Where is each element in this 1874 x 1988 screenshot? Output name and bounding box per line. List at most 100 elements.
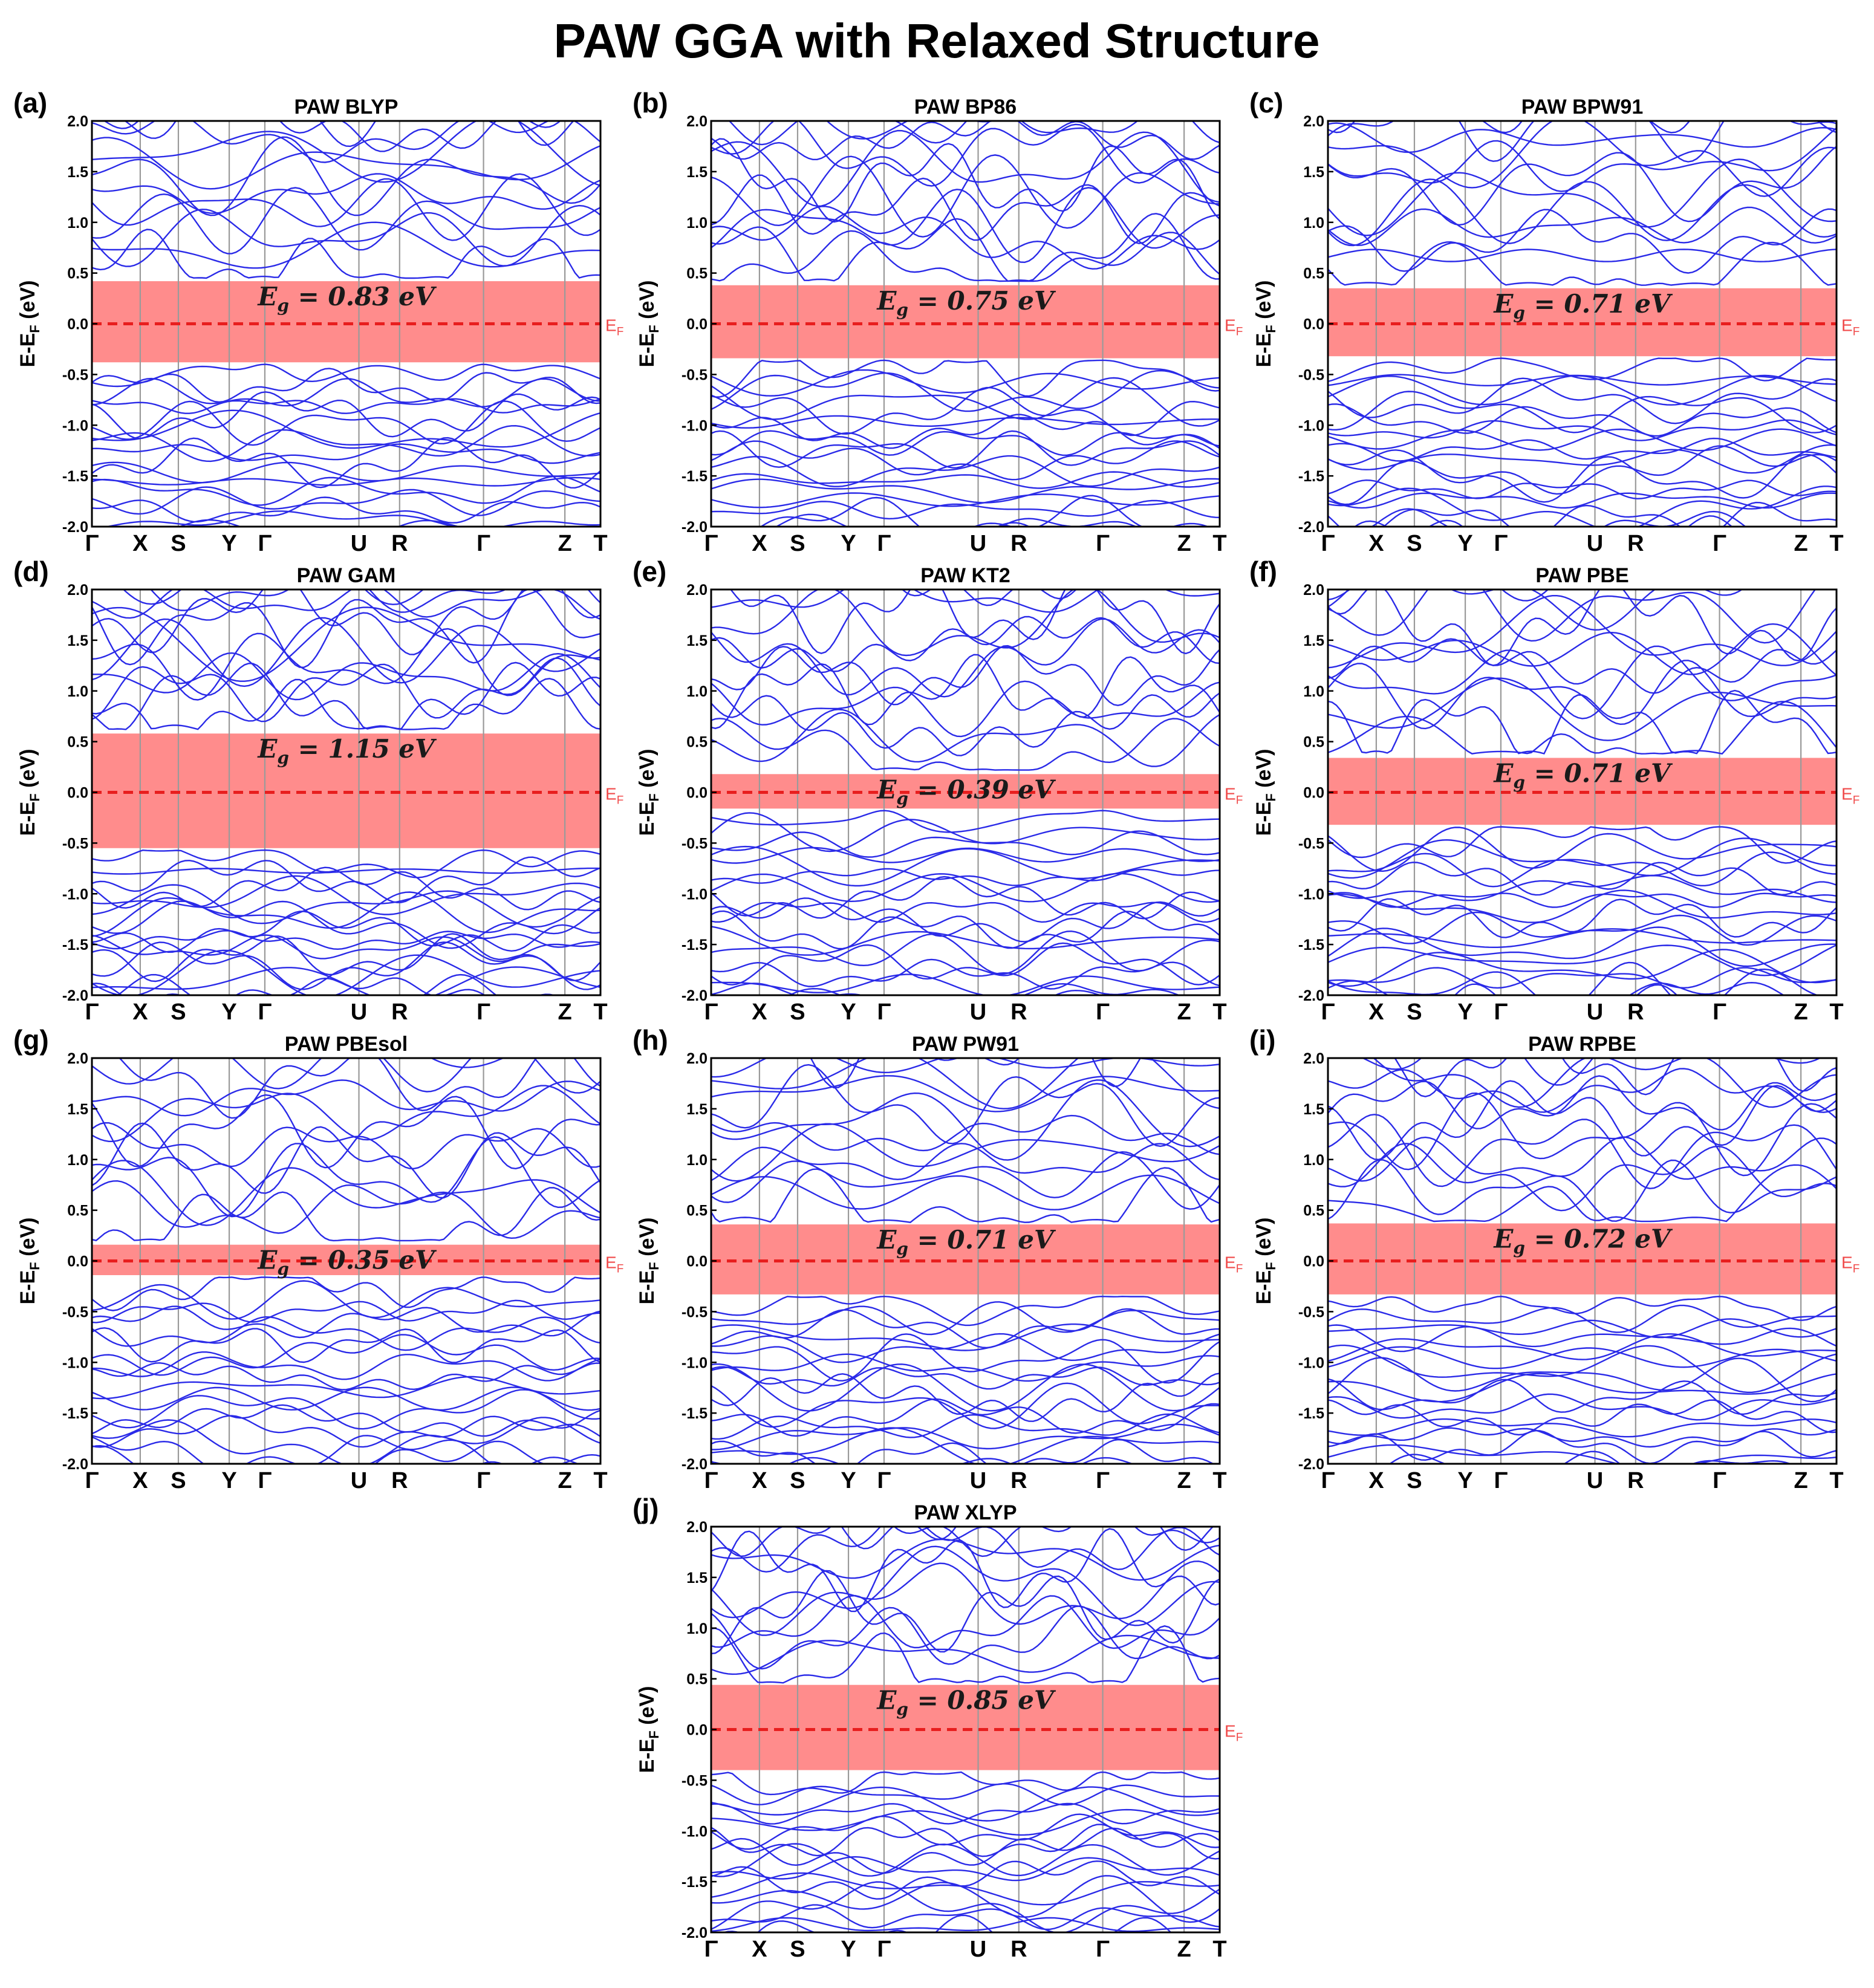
band-line [711, 1594, 1220, 1649]
band-line [1328, 874, 1837, 903]
y-axis-label: E-EF (eV) [636, 281, 662, 368]
fermi-label: EF [605, 785, 623, 807]
band-line [711, 1438, 1215, 1464]
band-line [1328, 980, 1785, 995]
gap-annotation: Eg = 0.85 eV [876, 1686, 1056, 1720]
band-line [1328, 1159, 1837, 1222]
x-tick-label: U [1587, 999, 1603, 1025]
band-line [1328, 1418, 1837, 1438]
y-axis-label: E-EF (eV) [636, 1218, 662, 1305]
y-tick-label: 1.5 [67, 1101, 88, 1118]
x-tick-label: Z [1794, 1468, 1808, 1493]
band-line [92, 391, 600, 440]
y-tick-label: -2.0 [1298, 987, 1324, 1004]
gap-annotation: Eg = 0.71 eV [1493, 289, 1673, 323]
band-line [92, 1327, 600, 1363]
panel-letter: (e) [633, 556, 666, 587]
band-line [92, 884, 600, 928]
band-line [92, 628, 600, 701]
band-line [711, 1782, 1220, 1806]
y-tick-label: 0.0 [67, 785, 88, 802]
band-line [1328, 122, 1837, 154]
band-line [92, 1389, 600, 1430]
y-axis-label: E-EF (eV) [16, 281, 42, 368]
band-line [149, 590, 600, 613]
band-line [711, 680, 1220, 738]
panel-letter: (f) [1249, 556, 1277, 587]
fermi-label: EF [1841, 785, 1859, 807]
x-tick-label: R [1010, 1937, 1027, 1962]
x-tick-label: U [351, 531, 367, 556]
x-tick-label: Y [1457, 1468, 1472, 1493]
band-line [1328, 1318, 1837, 1339]
x-tick-label: R [1627, 999, 1644, 1025]
band-line [1328, 158, 1837, 236]
y-tick-label: 1.5 [686, 632, 708, 649]
band-line [92, 363, 600, 388]
bands [711, 121, 1220, 527]
bands [1328, 590, 1837, 995]
x-tick-label: X [132, 1468, 148, 1493]
band-line [1328, 121, 1837, 189]
band-line [1328, 701, 1837, 755]
panel-letter: (i) [1249, 1024, 1275, 1056]
band-line [901, 590, 1078, 606]
y-tick-label: 0.0 [67, 1253, 88, 1270]
band-line [711, 1538, 1220, 1581]
band-line [92, 1305, 600, 1339]
bands [1328, 121, 1837, 527]
band-line [92, 652, 600, 701]
bands [711, 1527, 1220, 1932]
x-tick-label: Γ [85, 1468, 99, 1493]
y-tick-label: -0.5 [1298, 1304, 1324, 1320]
y-tick-label: -1.5 [1298, 1405, 1324, 1422]
x-tick-label: X [752, 531, 767, 556]
band-line [711, 187, 1220, 264]
band-line [1370, 508, 1747, 527]
x-tick-label: Y [1457, 999, 1472, 1025]
y-tick-label: -1.5 [682, 1874, 708, 1891]
band-line [711, 1333, 1220, 1363]
x-tick-label: T [1829, 531, 1843, 556]
y-tick-label: -1.5 [1298, 468, 1324, 485]
band-line [711, 1808, 1220, 1836]
band-line [711, 138, 1220, 223]
band-line [711, 654, 1220, 729]
gap-annotation: Eg = 1.15 eV [257, 734, 437, 768]
band-line [92, 661, 600, 730]
band-panel: 2.01.51.00.50.0-0.5-1.0-1.5-2.0Γ X S Y Γ U R Γ Z… [13, 87, 623, 556]
x-tick-label: Γ [877, 1468, 891, 1493]
x-tick-label: Γ [258, 531, 272, 556]
band-line [92, 949, 600, 995]
y-tick-label: -2.0 [682, 1925, 708, 1941]
fermi-label: EF [1225, 316, 1243, 339]
x-tick-label: Γ [1713, 999, 1726, 1025]
y-tick-label: -1.0 [682, 1823, 708, 1840]
band-line [711, 812, 1220, 853]
band-line [711, 810, 1220, 833]
x-tick-label: Z [1177, 531, 1191, 556]
band-line [711, 1813, 1220, 1850]
band-line [711, 1625, 1220, 1684]
band-line [1328, 677, 1837, 741]
band-line [92, 1299, 600, 1324]
band-line [1328, 595, 1837, 669]
x-tick-label: Y [221, 999, 236, 1025]
y-tick-label: 0.0 [1303, 316, 1324, 333]
y-tick-label: -1.0 [62, 886, 88, 903]
y-axis-label: E-EF (eV) [1252, 1218, 1278, 1305]
y-tick-label: -1.0 [682, 417, 708, 434]
band-line [711, 129, 1220, 207]
band-line [711, 1856, 1220, 1882]
x-tick-label: X [1368, 999, 1384, 1025]
band-line [1328, 486, 1837, 527]
y-tick-label: 0.0 [686, 316, 708, 333]
x-tick-label: S [171, 999, 186, 1025]
band-line [1328, 1304, 1837, 1333]
band-line [1328, 1346, 1837, 1369]
panel-title: PAW BP86 [914, 96, 1017, 119]
panel-letter: (a) [13, 87, 47, 119]
band-line [92, 617, 600, 687]
y-tick-label: 2.0 [686, 582, 708, 599]
x-tick-label: Z [1794, 531, 1808, 556]
